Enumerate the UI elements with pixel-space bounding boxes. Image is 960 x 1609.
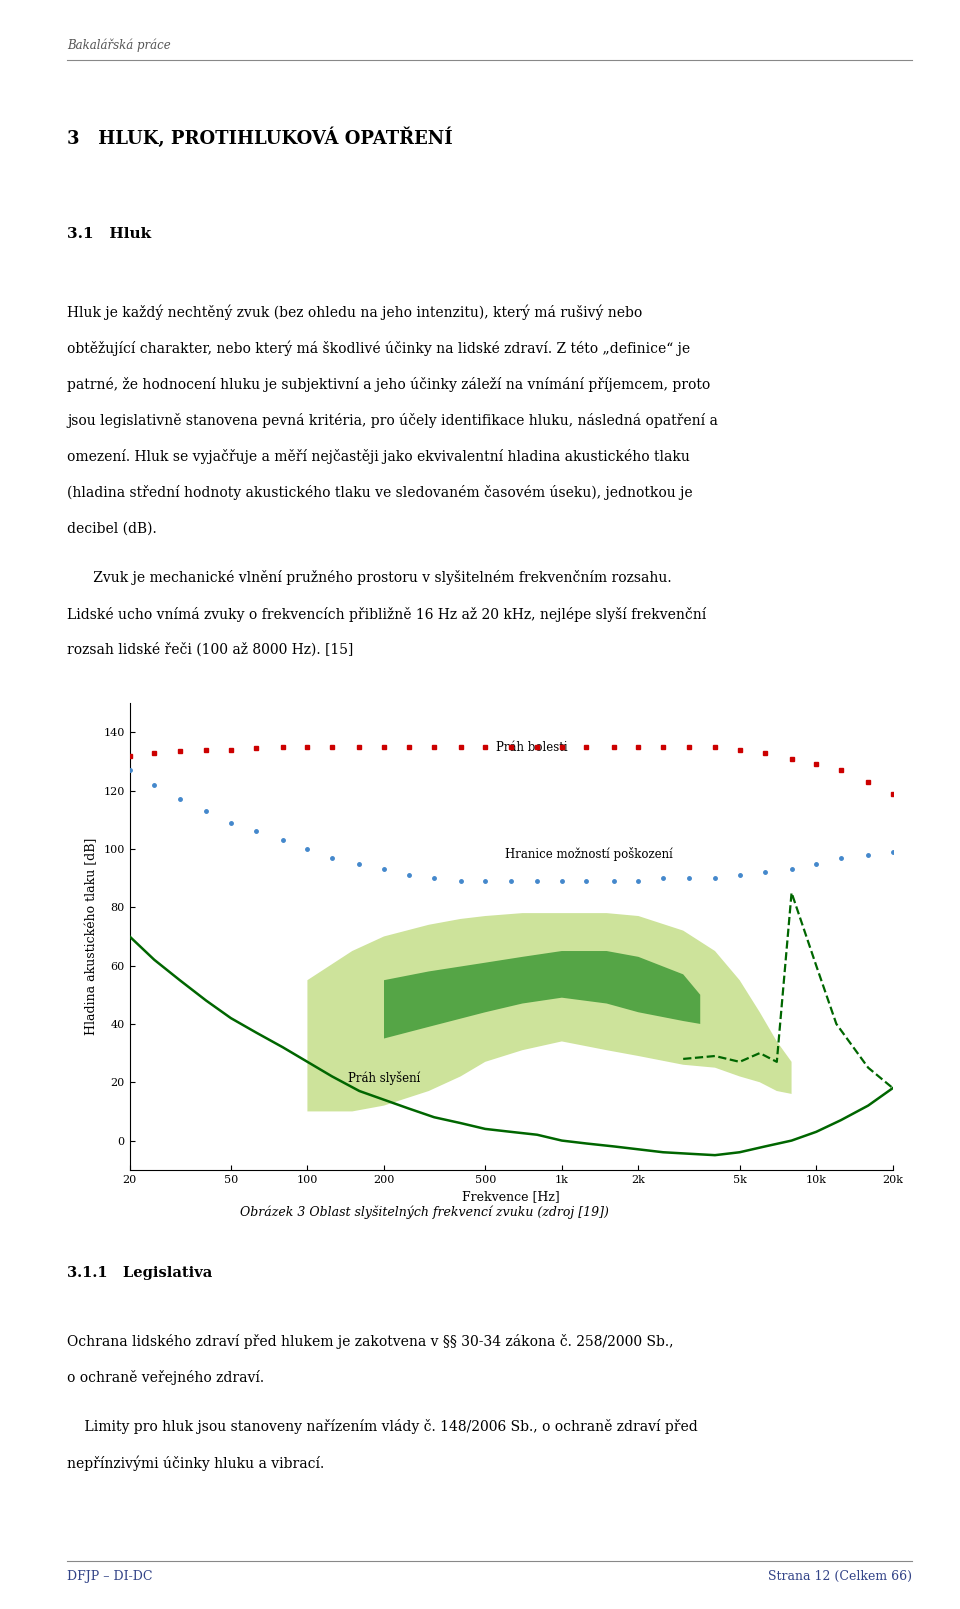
X-axis label: Frekvence [Hz]: Frekvence [Hz] bbox=[463, 1191, 560, 1204]
Text: omezení. Hluk se vyjačřuje a měří nejčastěji jako ekvivalentní hladina akustické: omezení. Hluk se vyjačřuje a měří nejčas… bbox=[67, 449, 690, 463]
Text: 3.1.1   Legislativa: 3.1.1 Legislativa bbox=[67, 1266, 212, 1281]
Text: Ochrana lidského zdraví před hlukem je zakotvena v §§ 30-34 zákona č. 258/2000 S: Ochrana lidského zdraví před hlukem je z… bbox=[67, 1334, 674, 1348]
Text: Obrázek 3 Oblast slyšitelných frekvencí zvuku (zdroj [19]): Obrázek 3 Oblast slyšitelných frekvencí … bbox=[240, 1205, 609, 1218]
Text: decibel (dB).: decibel (dB). bbox=[67, 521, 156, 536]
Text: patrné, že hodnocení hluku je subjektivní a jeho účinky záleží na vnímání příjem: patrné, že hodnocení hluku je subjektivn… bbox=[67, 377, 710, 391]
Text: 3   HLUK, PROTIHLUKOVÁ OPATŘENÍ: 3 HLUK, PROTIHLUKOVÁ OPATŘENÍ bbox=[67, 127, 453, 148]
Text: nepřínzivými účinky hluku a vibrací.: nepřínzivými účinky hluku a vibrací. bbox=[67, 1455, 324, 1471]
Text: Bakalářská práce: Bakalářská práce bbox=[67, 39, 171, 51]
Polygon shape bbox=[384, 951, 700, 1038]
Text: (hladina střední hodnoty akustického tlaku ve sledovaném časovém úseku), jednotk: (hladina střední hodnoty akustického tla… bbox=[67, 484, 693, 500]
Text: Hranice možností poškození: Hranice možností poškození bbox=[505, 846, 673, 861]
Text: 3.1   Hluk: 3.1 Hluk bbox=[67, 227, 152, 241]
Y-axis label: Hladina akustického tlaku [dB]: Hladina akustického tlaku [dB] bbox=[84, 838, 98, 1035]
Text: jsou legislativně stanovena pevná kritéria, pro účely identifikace hluku, násled: jsou legislativně stanovena pevná kritér… bbox=[67, 414, 718, 428]
Text: Lidské ucho vnímá zvuky o frekvencích přibližně 16 Hz až 20 kHz, nejlépe slyší f: Lidské ucho vnímá zvuky o frekvencích př… bbox=[67, 607, 707, 621]
Text: Hluk je každý nechtěný zvuk (bez ohledu na jeho intenzitu), který má rušivý nebo: Hluk je každý nechtěný zvuk (bez ohledu … bbox=[67, 304, 642, 320]
Text: rozsah lidské řeči (100 až 8000 Hz). [15]: rozsah lidské řeči (100 až 8000 Hz). [15… bbox=[67, 642, 353, 656]
Text: Strana 12 (Celkem 66): Strana 12 (Celkem 66) bbox=[768, 1570, 912, 1583]
Text: Práh bolesti: Práh bolesti bbox=[495, 742, 567, 755]
Text: Limity pro hluk jsou stanoveny nařízením vlády č. 148/2006 Sb., o ochraně zdraví: Limity pro hluk jsou stanoveny nařízením… bbox=[67, 1419, 698, 1434]
Polygon shape bbox=[307, 912, 792, 1112]
Text: Zvuk je mechanické vlnění pružného prostoru v slyšitelném frekvenčním rozsahu.: Zvuk je mechanické vlnění pružného prost… bbox=[67, 570, 672, 586]
Text: o ochraně veřejného zdraví.: o ochraně veřejného zdraví. bbox=[67, 1369, 264, 1385]
Text: obtěžující charakter, nebo který má škodlivé účinky na lidské zdraví. Z této „de: obtěžující charakter, nebo který má škod… bbox=[67, 341, 690, 356]
Text: DFJP – DI-DC: DFJP – DI-DC bbox=[67, 1570, 153, 1583]
Text: Práh slyšení: Práh slyšení bbox=[348, 1072, 420, 1084]
